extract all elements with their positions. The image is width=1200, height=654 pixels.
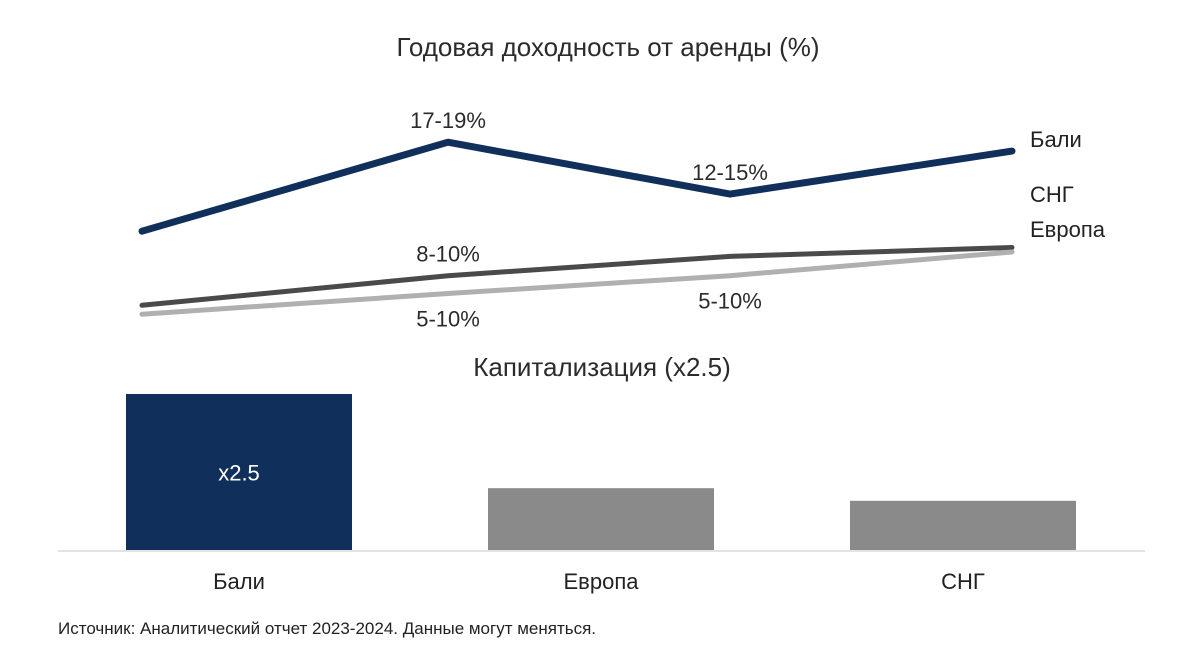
rental-yield-line-chart: Годовая доходность от аренды (%) 17-19%1… bbox=[138, 32, 1106, 332]
line-series-1 bbox=[139, 245, 1015, 308]
bar-category-labels: Бали Европа СНГ bbox=[213, 569, 985, 594]
source-note: Источник: Аналитический отчет 2023-2024.… bbox=[58, 619, 596, 638]
bar-category-label: Бали bbox=[213, 569, 265, 594]
line-data-label: 8-10% bbox=[416, 242, 480, 267]
legend-label-0: Бали bbox=[1030, 127, 1082, 152]
line-series-0 bbox=[138, 138, 1016, 235]
line-annotations-group: 17-19% 12-15% 8-10% 5-10% 5-10% bbox=[410, 108, 768, 331]
line-series-2 bbox=[139, 249, 1015, 317]
bar-category-label: СНГ bbox=[941, 569, 985, 594]
bar-2 bbox=[850, 500, 1076, 551]
line-data-label: 5-10% bbox=[416, 307, 480, 332]
line-series-group bbox=[138, 138, 1016, 317]
bar-0 bbox=[126, 394, 352, 551]
bar-1 bbox=[488, 488, 714, 551]
line-data-label: 5-10% bbox=[698, 289, 762, 314]
line-legend-group: Бали СНГ Европа bbox=[1030, 127, 1106, 242]
bar-category-label: Европа bbox=[564, 569, 640, 594]
legend-label-2: Европа bbox=[1030, 217, 1106, 242]
line-chart-title: Годовая доходность от аренды (%) bbox=[396, 32, 819, 62]
bar-chart-title: Капитализация (x2.5) bbox=[473, 352, 731, 382]
capitalization-bar-chart: Капитализация (x2.5) x2.5 Бали Европа СНГ bbox=[58, 352, 1145, 594]
line-data-label: 17-19% bbox=[410, 108, 486, 133]
bar-data-label: x2.5 bbox=[218, 461, 260, 486]
bars-group: x2.5 bbox=[126, 394, 1076, 551]
line-data-label: 12-15% bbox=[692, 160, 768, 185]
legend-label-1: СНГ bbox=[1030, 182, 1074, 207]
